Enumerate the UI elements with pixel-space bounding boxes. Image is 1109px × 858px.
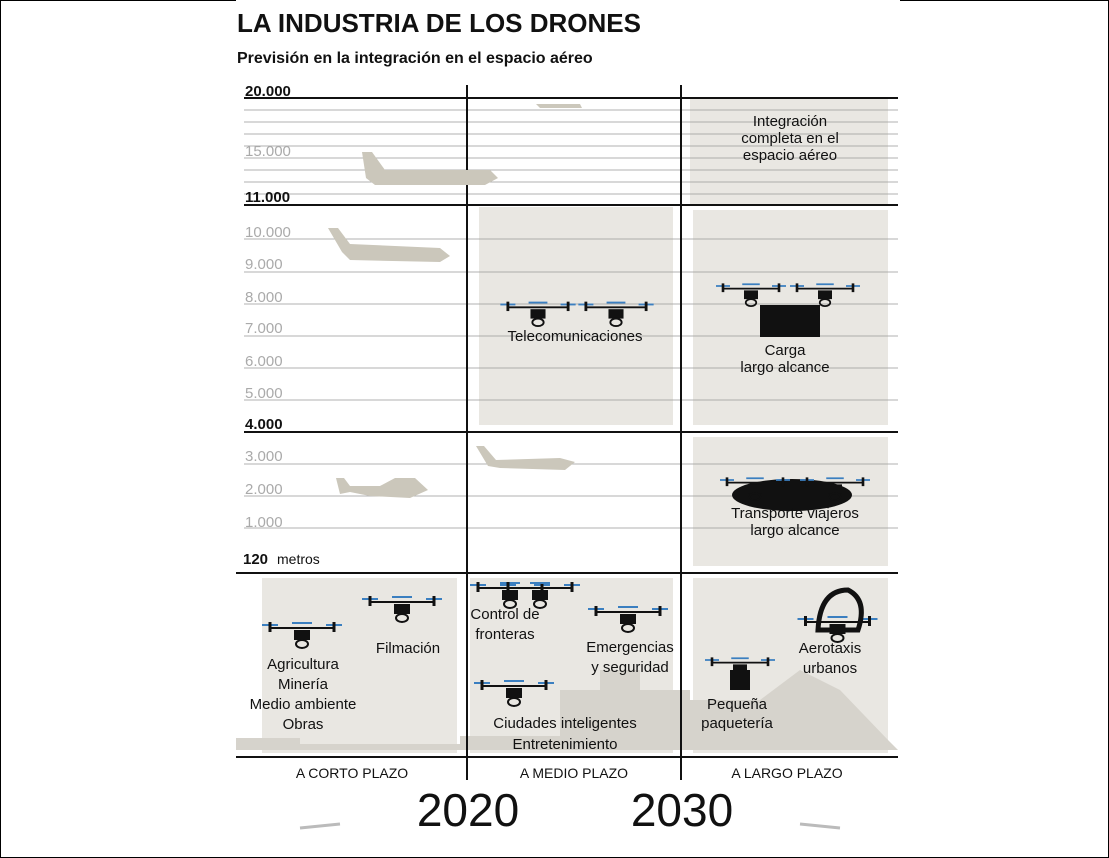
period-label: A LARGO PLAZO — [731, 765, 842, 781]
frame-gap — [236, 0, 900, 8]
altitude-label: 9.000 — [245, 256, 283, 273]
timeline — [300, 824, 340, 828]
title: LA INDUSTRIA DE LOS DRONES — [237, 8, 641, 38]
altitude-label: 15.000 — [245, 143, 291, 160]
subtitle: Previsión en la integración en el espaci… — [237, 50, 593, 67]
zone-label: Medio ambiente — [250, 696, 357, 713]
zone-label: Ciudades inteligentes — [493, 715, 636, 732]
zone-label: urbanos — [803, 660, 857, 677]
zone-label: Agricultura — [267, 656, 339, 673]
altitude-label: 2.000 — [245, 481, 283, 498]
zone-label: Telecomunicaciones — [507, 328, 642, 345]
altitude-label: 5.000 — [245, 385, 283, 402]
zone-label: largo alcance — [750, 522, 839, 539]
altitude-label: 7.000 — [245, 320, 283, 337]
zone-label: Obras — [283, 716, 324, 733]
zone-label: Transporte viajeros — [731, 505, 859, 522]
altitude-label: 4.000 — [245, 416, 283, 433]
timeline — [800, 824, 840, 828]
altitude-label: 6.000 — [245, 353, 283, 370]
zone-label: Aerotaxis — [799, 640, 862, 657]
zone-label: Emergencias — [586, 639, 674, 656]
year-label: 2020 — [417, 784, 519, 836]
zone-label: Carga — [765, 342, 807, 359]
altitude-label: 8.000 — [245, 289, 283, 306]
year-label: 2030 — [631, 784, 733, 836]
zone-label: completa en el — [741, 130, 839, 147]
period-label: A MEDIO PLAZO — [520, 765, 628, 781]
zone-label: Control de — [470, 606, 539, 623]
zone-label: espacio aéreo — [743, 147, 837, 164]
zone-label: fronteras — [475, 626, 534, 643]
zone-label: Entretenimiento — [512, 736, 617, 753]
panel — [479, 207, 673, 425]
altitude-label: 11.000 — [245, 189, 290, 206]
altitude-label: 10.000 — [245, 224, 291, 241]
zone-label: Integración — [753, 113, 827, 130]
zone-label: Pequeña — [707, 696, 768, 713]
ground-value: 120 — [243, 551, 268, 568]
altitude-label: 20.000 — [245, 83, 291, 100]
zone-label: y seguridad — [591, 659, 669, 676]
zone-label: Filmación — [376, 640, 440, 657]
period-label: A CORTO PLAZO — [296, 765, 408, 781]
zone-label: largo alcance — [740, 359, 829, 376]
altitude-label: 3.000 — [245, 448, 283, 465]
zone-label: Minería — [278, 676, 329, 693]
ground-unit: metros — [277, 551, 320, 567]
infographic: LA INDUSTRIA DE LOS DRONES Previsión en … — [0, 0, 1109, 858]
zone-label: paquetería — [701, 715, 773, 732]
altitude-label: 1.000 — [245, 514, 283, 531]
